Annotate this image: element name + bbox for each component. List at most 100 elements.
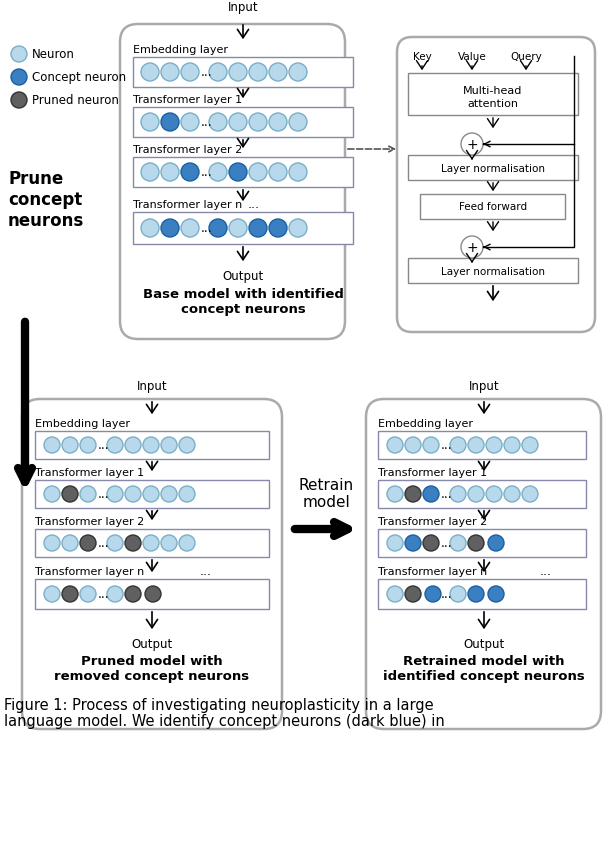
Text: +: + [466,241,478,255]
Circle shape [450,586,466,602]
Circle shape [181,113,199,132]
Text: ...: ... [98,488,110,501]
Text: Embedding layer: Embedding layer [35,419,130,428]
FancyBboxPatch shape [366,399,601,729]
Circle shape [209,164,227,182]
Circle shape [209,113,227,132]
Bar [420,194,565,220]
Text: +: + [466,138,478,152]
Circle shape [425,586,441,602]
Text: Transformer layer 1: Transformer layer 1 [35,467,144,478]
Bar [35,432,269,460]
Text: attention: attention [468,99,519,109]
Circle shape [44,486,60,502]
Circle shape [161,164,179,182]
Circle shape [468,536,484,551]
Circle shape [125,438,141,454]
Bar [378,579,586,609]
Circle shape [522,438,538,454]
Circle shape [450,486,466,502]
Text: ...: ... [98,588,110,601]
Circle shape [125,586,141,602]
Text: Key: Key [413,52,431,62]
Circle shape [468,586,484,602]
Circle shape [229,64,247,82]
Circle shape [143,536,159,551]
Text: identified concept neurons: identified concept neurons [383,670,585,682]
Circle shape [141,113,159,132]
Circle shape [504,438,520,454]
Circle shape [44,586,60,602]
Text: ...: ... [248,198,260,212]
Text: ...: ... [201,116,213,130]
Text: Transformer layer 2: Transformer layer 2 [133,145,242,154]
Text: Neuron: Neuron [32,49,75,61]
Text: ...: ... [441,488,453,501]
Text: Transformer layer 2: Transformer layer 2 [378,516,487,526]
Circle shape [161,536,177,551]
Text: Embedding layer: Embedding layer [378,419,473,428]
Circle shape [80,536,96,551]
Circle shape [11,70,27,86]
Circle shape [423,486,439,502]
Circle shape [468,438,484,454]
Circle shape [209,220,227,238]
Text: Input: Input [469,380,499,392]
Circle shape [161,486,177,502]
FancyBboxPatch shape [397,38,595,333]
Text: ...: ... [98,537,110,550]
Text: Output: Output [223,270,264,282]
Text: Query: Query [510,52,542,62]
Text: Prune
concept
neurons: Prune concept neurons [8,170,85,229]
Text: Retrain
model: Retrain model [299,477,354,509]
Text: Retrained model with: Retrained model with [403,654,565,667]
Text: language model. We identify concept neurons (dark blue) in: language model. We identify concept neur… [4,713,444,728]
Circle shape [405,486,421,502]
Circle shape [289,220,307,238]
Bar [133,107,353,138]
Text: ...: ... [201,67,213,79]
Circle shape [269,113,287,132]
Bar [408,156,578,181]
Circle shape [387,486,403,502]
Circle shape [249,164,267,182]
Circle shape [289,113,307,132]
Circle shape [488,586,504,602]
Bar [133,158,353,188]
Circle shape [161,438,177,454]
Circle shape [62,486,78,502]
Circle shape [486,438,502,454]
Circle shape [125,536,141,551]
Circle shape [461,237,483,258]
Text: Pruned model with: Pruned model with [81,654,223,667]
Bar [378,480,586,508]
Circle shape [141,220,159,238]
Circle shape [488,536,504,551]
Text: ...: ... [200,565,212,577]
Circle shape [209,64,227,82]
Text: ...: ... [441,588,453,601]
Circle shape [161,220,179,238]
Circle shape [143,438,159,454]
Bar [408,74,578,116]
Circle shape [289,64,307,82]
Circle shape [11,47,27,63]
Circle shape [179,536,195,551]
Text: ...: ... [201,166,213,179]
Text: Embedding layer: Embedding layer [133,45,228,55]
Bar [408,258,578,284]
Circle shape [107,536,123,551]
Text: ...: ... [201,223,213,235]
Bar [378,530,586,557]
Circle shape [141,64,159,82]
Circle shape [229,220,247,238]
Circle shape [62,438,78,454]
Circle shape [80,586,96,602]
Text: Output: Output [463,637,505,650]
Circle shape [269,220,287,238]
Circle shape [161,113,179,132]
Circle shape [145,586,161,602]
Circle shape [141,164,159,182]
Circle shape [125,486,141,502]
Circle shape [289,164,307,182]
